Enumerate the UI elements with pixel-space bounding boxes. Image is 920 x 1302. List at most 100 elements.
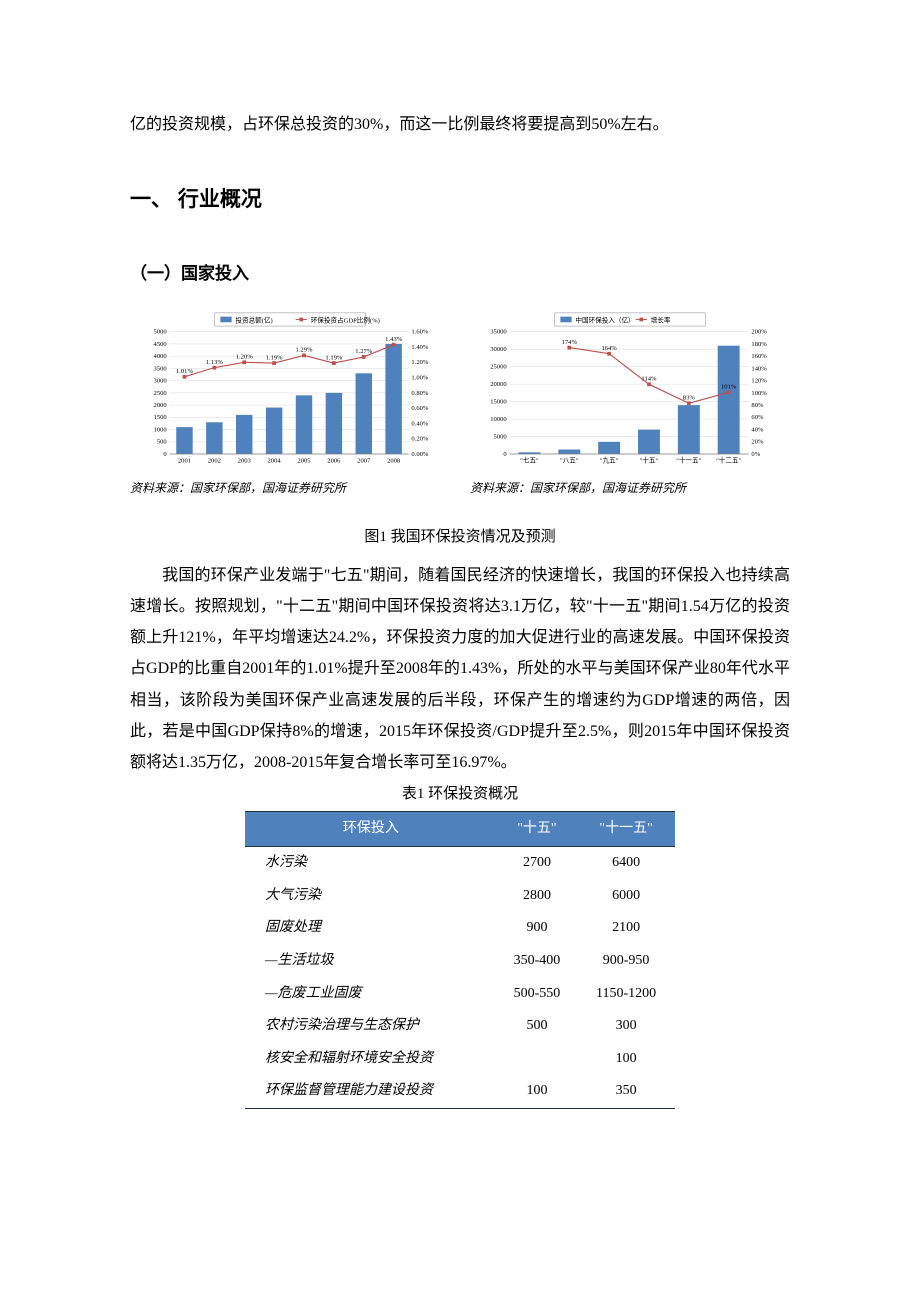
svg-text:80%: 80% [751, 402, 764, 409]
table-row: —生活垃圾350-400900-950 [245, 945, 675, 978]
chart-right-svg: 中国环保投入（亿）增长率0500010000150002000025000300… [470, 311, 790, 471]
section-heading-1: 一、 行业概况 [130, 180, 790, 220]
table-row: 大气污染28006000 [245, 880, 675, 913]
table-cell-value: 500-550 [497, 978, 577, 1011]
svg-text:2003: 2003 [238, 457, 252, 464]
chart-source-left: 资料来源：国家环保部，国海证券研究所 [130, 477, 450, 500]
table-row: 环保监督管理能力建设投资100350 [245, 1075, 675, 1108]
table-cell-value [497, 1043, 577, 1076]
svg-text:83%: 83% [683, 394, 696, 401]
svg-text:投资总额(亿): 投资总额(亿) [235, 315, 272, 324]
svg-text:4500: 4500 [154, 340, 168, 347]
table-title: 表1 环保投资概况 [130, 780, 790, 809]
svg-text:500: 500 [157, 438, 168, 445]
svg-text:2008: 2008 [387, 457, 401, 464]
chart-source-right: 资料来源：国家环保部，国海证券研究所 [470, 477, 790, 500]
investment-table: 环保投入 "十五" "十一五" 水污染27006400大气污染28006000固… [245, 811, 675, 1109]
table-cell-value: 500 [497, 1010, 577, 1043]
svg-text:0%: 0% [751, 451, 760, 458]
svg-text:0.80%: 0.80% [411, 389, 429, 396]
svg-text:"十一五": "十一五" [676, 455, 701, 464]
svg-text:2004: 2004 [268, 457, 282, 464]
svg-text:2005: 2005 [297, 457, 311, 464]
svg-text:20000: 20000 [490, 381, 507, 388]
svg-text:"九五": "九五" [600, 455, 619, 464]
svg-text:164%: 164% [601, 345, 617, 352]
svg-text:15000: 15000 [490, 398, 507, 405]
svg-text:"十二五": "十二五" [716, 455, 741, 464]
figure-title: 图1 我国环保投资情况及预测 [130, 523, 790, 552]
table-row: 农村污染治理与生态保护500300 [245, 1010, 675, 1043]
svg-text:10000: 10000 [490, 416, 507, 423]
table-header-cell: "十一五" [577, 811, 675, 847]
table-cell-label: 环保监督管理能力建设投资 [245, 1075, 497, 1108]
table-cell-value: 100 [577, 1043, 675, 1076]
svg-text:1.29%: 1.29% [296, 346, 314, 353]
svg-text:环保投资占GDP比例(%): 环保投资占GDP比例(%) [311, 315, 380, 324]
svg-text:0.60%: 0.60% [411, 405, 429, 412]
svg-text:1000: 1000 [154, 426, 168, 433]
chart-left: 投资总额(亿)环保投资占GDP比例(%)05001000150020002500… [130, 311, 450, 471]
svg-text:114%: 114% [641, 375, 657, 382]
svg-text:2007: 2007 [357, 457, 371, 464]
body-paragraph: 我国的环保产业发端于"七五"期间，随着国民经济的快速增长，我国的环保投入也持续高… [130, 560, 790, 778]
svg-text:2500: 2500 [154, 389, 168, 396]
svg-text:4000: 4000 [154, 353, 168, 360]
svg-text:1.20%: 1.20% [236, 353, 254, 360]
table-header-cell: "十五" [497, 811, 577, 847]
table-cell-value: 900-950 [577, 945, 675, 978]
svg-text:180%: 180% [751, 340, 767, 347]
table-cell-value: 100 [497, 1075, 577, 1108]
svg-text:100%: 100% [751, 389, 767, 396]
chart-right: 中国环保投入（亿）增长率0500010000150002000025000300… [470, 311, 790, 471]
svg-text:20%: 20% [751, 438, 764, 445]
svg-text:160%: 160% [751, 353, 767, 360]
svg-text:35000: 35000 [490, 328, 507, 335]
svg-text:5000: 5000 [154, 328, 168, 335]
svg-text:1.60%: 1.60% [411, 328, 429, 335]
svg-text:120%: 120% [751, 377, 767, 384]
svg-text:1.19%: 1.19% [266, 354, 284, 361]
section-heading-2: （一）国家投入 [130, 258, 790, 290]
svg-text:174%: 174% [562, 338, 578, 345]
svg-text:30000: 30000 [490, 346, 507, 353]
chart-sources: 资料来源：国家环保部，国海证券研究所 资料来源：国家环保部，国海证券研究所 [130, 477, 790, 500]
svg-text:3500: 3500 [154, 365, 168, 372]
svg-text:101%: 101% [721, 383, 737, 390]
table-row: 水污染27006400 [245, 847, 675, 880]
svg-text:0.40%: 0.40% [411, 420, 429, 427]
table-cell-value: 2700 [497, 847, 577, 880]
svg-text:0.00%: 0.00% [411, 451, 429, 458]
table-cell-label: —危废工业固废 [245, 978, 497, 1011]
svg-text:1.43%: 1.43% [385, 336, 403, 343]
table-row: 核安全和辐射环境安全投资 100 [245, 1043, 675, 1076]
svg-text:2006: 2006 [327, 457, 341, 464]
svg-text:1.13%: 1.13% [206, 358, 224, 365]
svg-text:1.27%: 1.27% [355, 348, 373, 355]
table-cell-value: 350 [577, 1075, 675, 1108]
svg-text:1.20%: 1.20% [411, 359, 429, 366]
svg-text:1500: 1500 [154, 414, 168, 421]
svg-text:2002: 2002 [208, 457, 221, 464]
chart-left-svg: 投资总额(亿)环保投资占GDP比例(%)05001000150020002500… [130, 311, 450, 471]
intro-text: 亿的投资规模，占环保总投资的30%，而这一比例最终将要提高到50%左右。 [130, 110, 790, 140]
table-row: —危废工业固废500-5501150-1200 [245, 978, 675, 1011]
svg-text:140%: 140% [751, 365, 767, 372]
svg-text:25000: 25000 [490, 363, 507, 370]
table-cell-value: 350-400 [497, 945, 577, 978]
table-cell-value: 6400 [577, 847, 675, 880]
table-row: 固废处理9002100 [245, 912, 675, 945]
table-cell-value: 2100 [577, 912, 675, 945]
svg-text:5000: 5000 [494, 433, 508, 440]
table-cell-label: 农村污染治理与生态保护 [245, 1010, 497, 1043]
svg-text:1.00%: 1.00% [411, 374, 429, 381]
table-cell-value: 1150-1200 [577, 978, 675, 1011]
table-cell-label: 水污染 [245, 847, 497, 880]
svg-text:增长率: 增长率 [651, 315, 671, 324]
svg-text:1.01%: 1.01% [176, 368, 194, 375]
svg-text:0: 0 [163, 451, 167, 458]
svg-text:"十五": "十五" [640, 455, 659, 464]
svg-text:中国环保投入（亿）: 中国环保投入（亿） [575, 315, 634, 324]
table-cell-label: 核安全和辐射环境安全投资 [245, 1043, 497, 1076]
svg-text:1.19%: 1.19% [325, 354, 343, 361]
